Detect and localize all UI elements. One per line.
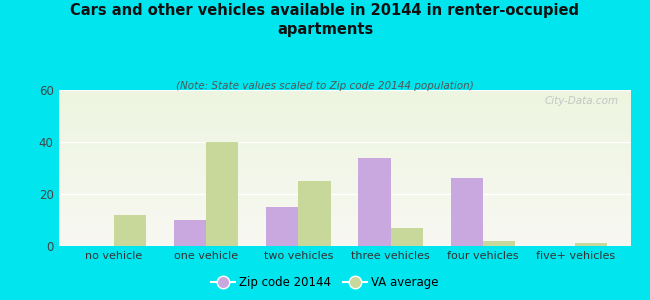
- Bar: [391, 228, 423, 246]
- Bar: [266, 207, 298, 246]
- Bar: [483, 241, 515, 246]
- Legend: Zip code 20144, VA average: Zip code 20144, VA average: [206, 272, 444, 294]
- Bar: [450, 178, 483, 246]
- Text: (Note: State values scaled to Zip code 20144 population): (Note: State values scaled to Zip code 2…: [176, 81, 474, 91]
- Bar: [298, 181, 331, 246]
- Bar: [575, 243, 608, 246]
- Text: Cars and other vehicles available in 20144 in renter-occupied
apartments: Cars and other vehicles available in 201…: [70, 3, 580, 37]
- Bar: [114, 215, 146, 246]
- Bar: [174, 220, 206, 246]
- Text: City-Data.com: City-Data.com: [545, 96, 619, 106]
- Bar: [206, 142, 239, 246]
- Bar: [358, 158, 391, 246]
